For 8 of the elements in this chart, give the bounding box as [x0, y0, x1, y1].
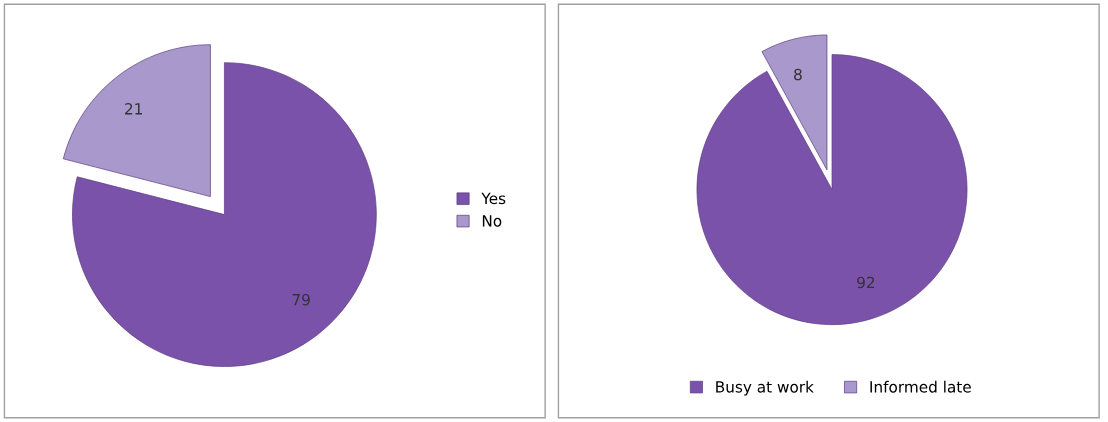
legend-label: Yes [481, 192, 506, 205]
data-label: 21 [125, 103, 142, 115]
legend-label: No [482, 215, 502, 227]
data-label: 92 [857, 276, 875, 289]
legend-label: Busy at work [716, 380, 814, 396]
data-label: 79 [292, 293, 310, 306]
data-label: 8 [794, 68, 802, 81]
legend-label: Informed late [870, 380, 971, 393]
